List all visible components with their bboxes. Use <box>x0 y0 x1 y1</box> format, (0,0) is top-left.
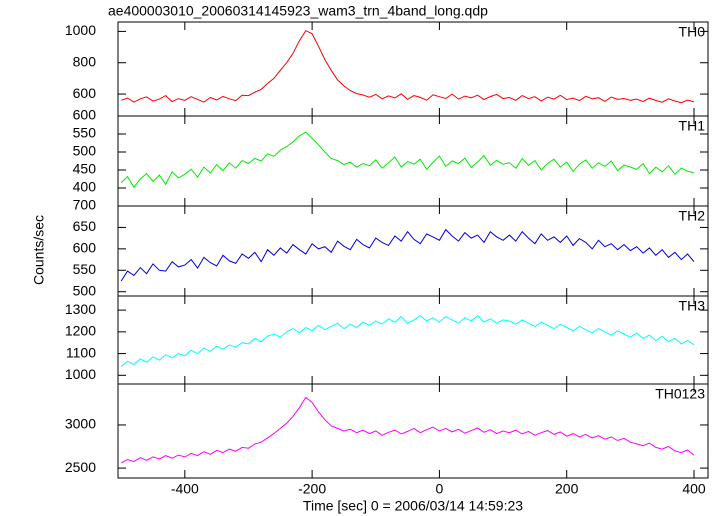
series-label: TH1 <box>679 118 706 134</box>
y-tick-label: 600 <box>73 107 97 123</box>
panel-frame <box>117 21 709 117</box>
y-tick-label: 2500 <box>65 459 96 475</box>
y-tick-label: 450 <box>73 161 97 177</box>
y-tick-label: 700 <box>73 197 97 213</box>
y-tick-label: 500 <box>73 282 97 298</box>
y-tick-label: 3000 <box>65 416 96 432</box>
series-line <box>120 396 695 464</box>
x-tick-label: 0 <box>436 481 444 497</box>
y-tick-label: 550 <box>73 125 97 141</box>
y-tick-label: 800 <box>73 53 97 69</box>
y-tick-label: 650 <box>73 218 97 234</box>
x-axis-label: Time [sec] 0 = 2006/03/14 14:59:23 <box>303 498 523 514</box>
y-axis-label: Counts/sec <box>31 215 47 285</box>
series-label: TH0 <box>679 24 706 40</box>
y-tick-label: 1000 <box>65 366 96 382</box>
panel-frame <box>117 205 709 297</box>
x-tick-label: 400 <box>682 481 706 497</box>
y-tick-label: 500 <box>73 143 97 159</box>
chart-title: ae400003010_20060314145923_wam3_trn_4ban… <box>108 3 488 19</box>
x-tick-label: -400 <box>171 481 199 497</box>
series-line <box>120 131 695 189</box>
y-tick-label: 550 <box>73 261 97 277</box>
y-tick-label: 1100 <box>66 344 96 360</box>
series-label: TH2 <box>679 208 706 224</box>
series-line <box>121 29 695 104</box>
series-label: TH3 <box>679 298 706 314</box>
y-tick-label: 1000 <box>65 22 96 38</box>
series-line <box>120 228 695 282</box>
y-tick-label: 600 <box>73 85 97 101</box>
panel-frame <box>117 295 709 385</box>
y-tick-label: 1200 <box>65 323 96 339</box>
y-tick-label: 400 <box>73 179 97 195</box>
series-line <box>120 314 695 367</box>
series-label: TH0123 <box>655 386 705 402</box>
y-tick-label: 1300 <box>65 301 96 317</box>
y-tick-label: 600 <box>73 240 97 256</box>
panel-frame <box>117 115 709 207</box>
panel-frame <box>117 383 709 479</box>
x-tick-label: -200 <box>298 481 326 497</box>
x-tick-label: 200 <box>555 481 579 497</box>
